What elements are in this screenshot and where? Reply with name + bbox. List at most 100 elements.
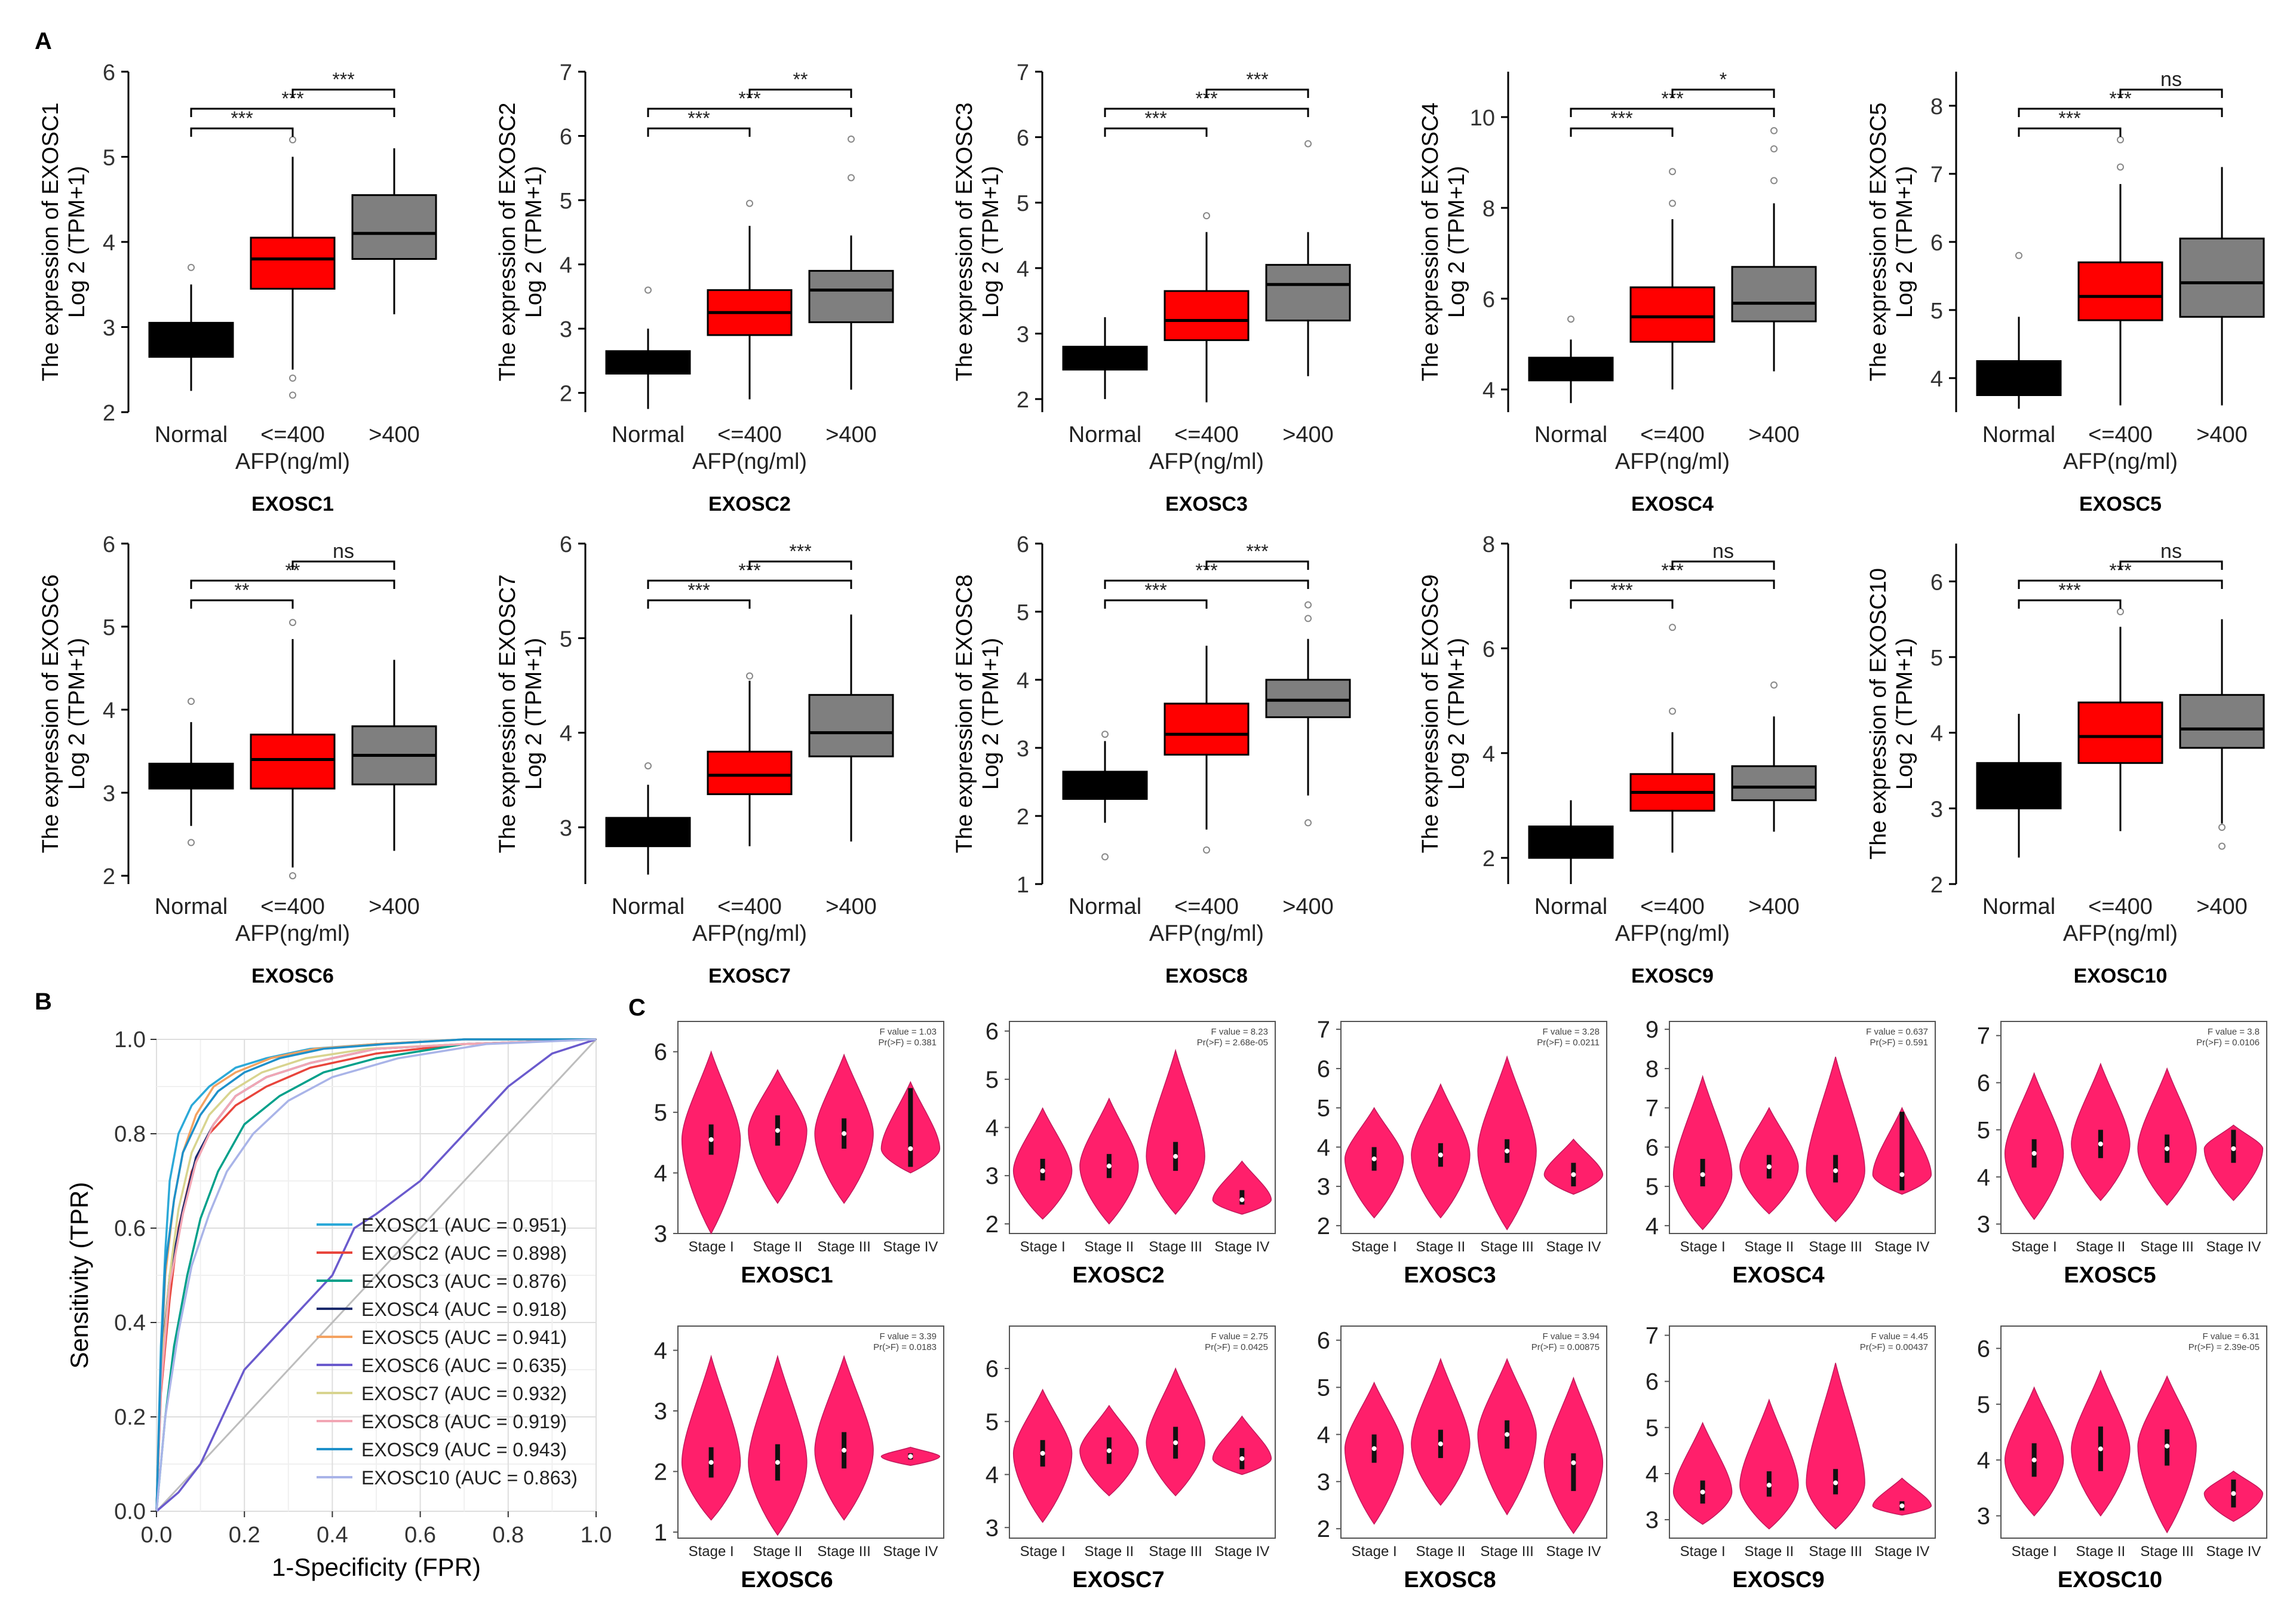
- legend-entry: EXOSC9 (AUC = 0.943): [361, 1439, 567, 1460]
- boxplot-exosc2: 2 3 4 5 6 7 The expression of EXOSC2Log 2 (TPM…: [495, 60, 894, 516]
- box-iqr: [605, 350, 691, 375]
- legend-entry: EXOSC5 (AUC = 0.941): [361, 1327, 567, 1348]
- violin-median: [1766, 1483, 1772, 1488]
- box->400: [808, 135, 894, 390]
- y-tick-label: 6: [1646, 1134, 1659, 1161]
- y-tick-label: 4: [1930, 367, 1943, 392]
- y-axis-label: The expression of EXOSC8Log 2 (TPM+1): [952, 575, 1003, 854]
- violin-median: [908, 1146, 913, 1151]
- y-tick-label: 5: [103, 146, 115, 171]
- x-tick-label: Normal: [1069, 894, 1141, 919]
- stage-label: Stage III: [1480, 1239, 1533, 1255]
- outlier-point: [1770, 127, 1778, 134]
- y-tick-label: 5: [103, 615, 115, 640]
- y-tick-label: 2: [1482, 846, 1495, 872]
- outlier-point: [2117, 608, 2124, 615]
- y-tick-label: 4: [1482, 742, 1495, 767]
- box->400: [1265, 140, 1351, 376]
- y-tick-label: 5: [1017, 600, 1029, 625]
- roc-curve-exosc10: [155, 1038, 597, 1512]
- violin-median: [1239, 1197, 1245, 1202]
- x-tick-label: Normal: [1069, 422, 1141, 447]
- sig-bracket-normal-low: [1104, 127, 1208, 137]
- x-tick-label: <=400: [2088, 422, 2153, 447]
- outlier-point: [1669, 168, 1676, 176]
- outlier-point: [289, 375, 296, 382]
- violin-median: [775, 1460, 780, 1465]
- y-tick-label: 4: [1017, 668, 1029, 694]
- y-tick-label: 2: [986, 1211, 999, 1238]
- violin-gene-title: EXOSC10: [2058, 1567, 2162, 1592]
- y-tick-label: 6: [1977, 1070, 1990, 1097]
- violin-median: [2098, 1446, 2103, 1452]
- sig-bracket-normal-low: [1104, 599, 1208, 609]
- y-tick-label: 7: [1017, 60, 1029, 85]
- panel-label-c: C: [628, 995, 646, 1021]
- legend-entry: EXOSC7 (AUC = 0.932): [361, 1383, 567, 1404]
- x-tick-label: <=400: [717, 422, 782, 447]
- sig-bracket-low-high: [291, 560, 395, 570]
- violin-gene-title: EXOSC9: [1732, 1567, 1824, 1592]
- y-tick-label: 3: [560, 317, 572, 342]
- stage-label: Stage I: [1680, 1544, 1726, 1560]
- box-<=400: [1164, 646, 1250, 854]
- violin-median: [1571, 1172, 1576, 1177]
- y-tick-label: 6: [1930, 231, 1943, 256]
- y-tick-label: 3: [103, 781, 115, 806]
- violin-median: [1371, 1156, 1377, 1162]
- outlier-point: [2117, 163, 2124, 171]
- x-tick-label: >400: [1748, 894, 1800, 919]
- violin-median: [1833, 1168, 1838, 1173]
- sig-bracket-low-high: [1671, 560, 1775, 570]
- y-axis-title: Sensitivity (TPR): [65, 1182, 93, 1369]
- violin-median: [908, 1454, 913, 1459]
- violin-body: [1739, 1398, 1799, 1530]
- x-tick-label: >400: [1748, 422, 1800, 447]
- violin-median: [1700, 1489, 1705, 1495]
- sig-bracket-low-high-label: ns: [2160, 68, 2182, 91]
- box-Normal: [1062, 317, 1148, 400]
- stage-label: Stage IV: [883, 1239, 938, 1255]
- sig-bracket-normal-low-label: **: [235, 579, 250, 601]
- sig-bracket-low-high-label: ***: [332, 69, 354, 90]
- box-iqr: [250, 237, 336, 290]
- x-axis-label: AFP(ng/ml): [1615, 449, 1730, 474]
- panel-b-roc: 0.0 0.2 0.4 0.6 0.8 1.0 0.0 0.2 0.4 0.6 0.8 1.0 1-Sp…: [65, 1027, 612, 1581]
- y-tick-label: 0.4: [114, 1311, 146, 1336]
- boxplot-exosc1: 2 3 4 5 6 The expression of EXOSC1Log 2 (TPM+…: [38, 60, 437, 516]
- p-value: Pr(>F) = 0.591: [1870, 1038, 1928, 1048]
- y-tick-label: 7: [560, 60, 572, 85]
- x-axis-label: AFP(ng/ml): [692, 449, 807, 474]
- y-tick-label: 2: [1017, 805, 1029, 830]
- f-value: F value = 3.28: [1543, 1027, 1600, 1037]
- y-tick-label: 2: [1017, 388, 1029, 413]
- sig-bracket-low-high-label: *: [1720, 69, 1727, 90]
- box-iqr: [2179, 237, 2265, 318]
- boxplot-exosc6: 2 3 4 5 6 The expression of EXOSC6Log 2 (TPM+…: [38, 532, 437, 987]
- outlier-point: [2218, 842, 2226, 850]
- boxplot-exosc3: 2 3 4 5 6 7 The expression of EXOSC3Log 2 (TPM…: [952, 60, 1351, 516]
- sig-bracket-normal-low-label: ***: [2058, 579, 2080, 601]
- outlier-point: [1203, 212, 1210, 220]
- f-value: F value = 3.39: [880, 1331, 937, 1342]
- box->400: [351, 659, 437, 851]
- p-value: Pr(>F) = 0.00875: [1531, 1342, 1600, 1352]
- p-value: Pr(>F) = 0.0183: [873, 1342, 937, 1352]
- stage-label: Stage III: [1809, 1544, 1862, 1560]
- y-tick-label: 4: [103, 231, 115, 256]
- y-tick-label: 6: [560, 125, 572, 150]
- violin-frame: [1669, 1325, 1936, 1539]
- gene-title: EXOSC10: [2074, 965, 2168, 987]
- outlier-point: [1304, 140, 1312, 148]
- x-tick-label: >400: [1282, 894, 1334, 919]
- stage-label: Stage I: [1680, 1239, 1726, 1255]
- y-tick-label: 3: [1317, 1469, 1330, 1495]
- y-tick-label: 2: [103, 864, 115, 889]
- sig-bracket-normal-low: [2018, 599, 2122, 609]
- y-tick-label: 1: [654, 1520, 667, 1546]
- violin-frame: [677, 1021, 944, 1234]
- x-tick-label: Normal: [612, 422, 684, 447]
- violin-median: [1173, 1440, 1178, 1446]
